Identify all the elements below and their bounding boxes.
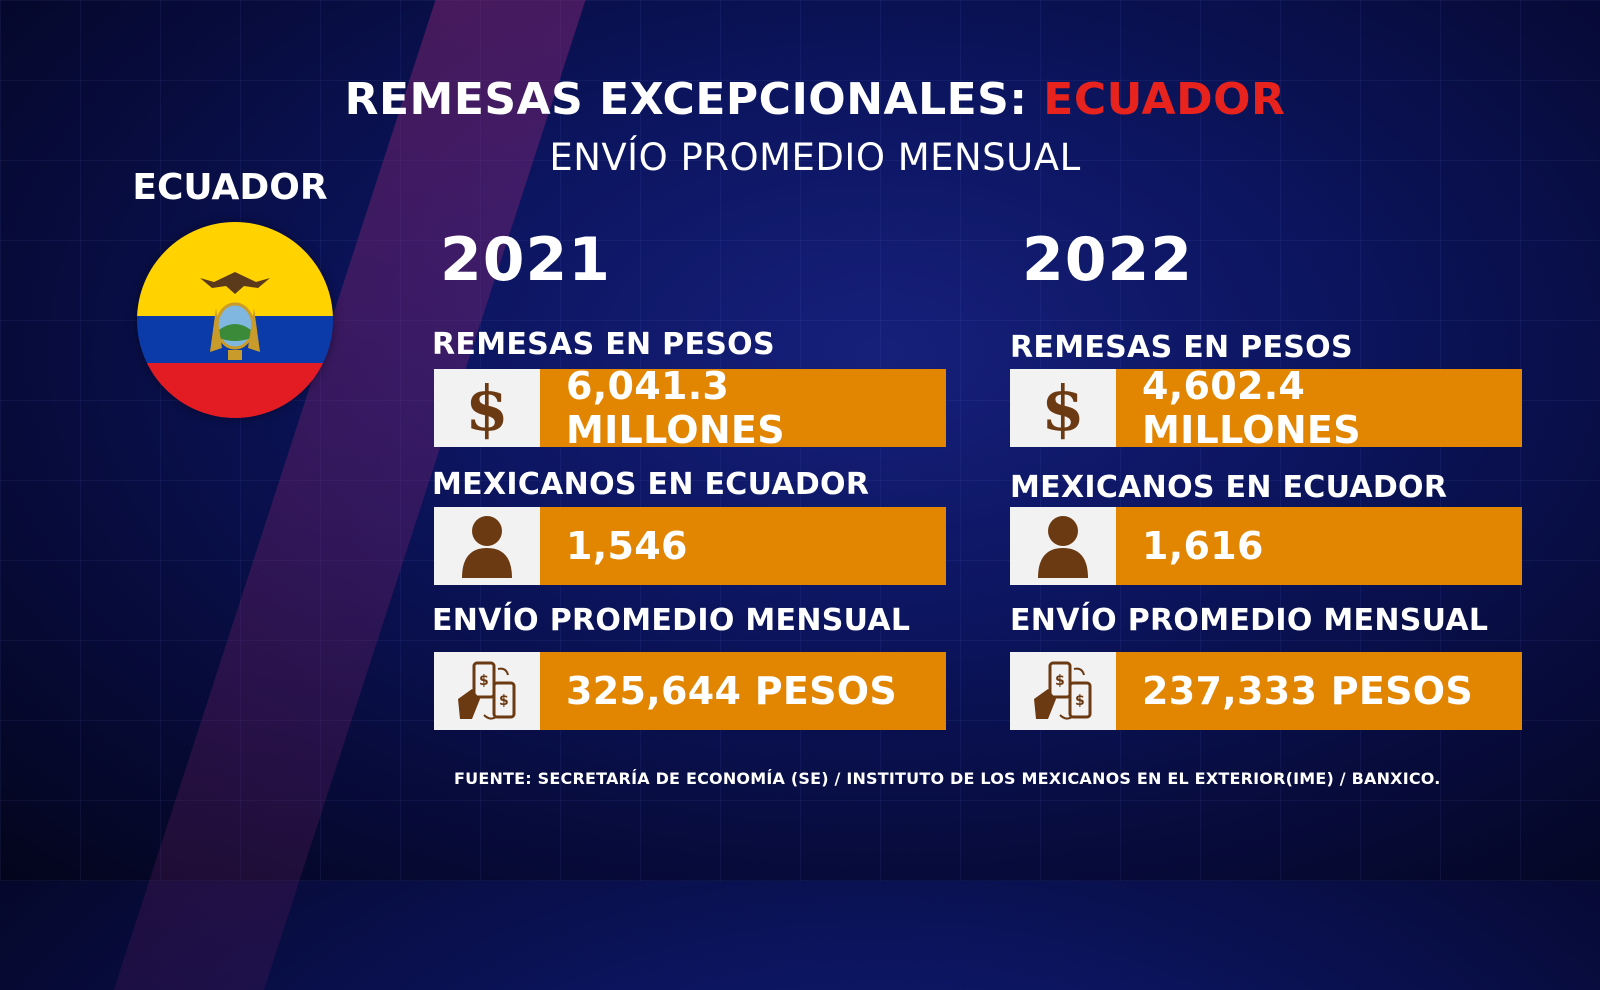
row-remesas-2022: $ 4,602.4 MILLONES	[1010, 364, 1522, 452]
label-mexicanos-2022: MEXICANOS EN ECUADOR	[1010, 470, 1448, 505]
page-title: REMESAS EXCEPCIONALES: ECUADOR	[0, 74, 1600, 125]
source-footnote: FUENTE: SECRETARÍA DE ECONOMÍA (SE) / IN…	[454, 769, 1441, 788]
value-remesas-2022: 4,602.4 MILLONES	[1116, 364, 1522, 452]
label-mexicanos-2021: MEXICANOS EN ECUADOR	[432, 467, 870, 502]
dollar-icon: $	[1010, 369, 1116, 447]
row-mexicanos-2021: 1,546	[434, 507, 946, 585]
value-envio-2021: 325,644 PESOS	[540, 652, 946, 730]
dollar-icon: $	[434, 369, 540, 447]
row-remesas-2021: $ 6,041.3 MILLONES	[434, 364, 946, 452]
row-mexicanos-2022: 1,616	[1010, 507, 1522, 585]
country-label: ECUADOR	[132, 167, 328, 208]
title-accent: ECUADOR	[1043, 74, 1286, 125]
value-mexicanos-2021: 1,546	[540, 507, 946, 585]
value-remesas-2021: 6,041.3 MILLONES	[540, 364, 946, 452]
ecuador-flag	[137, 222, 333, 418]
row-envio-2021: $ $ 325,644 PESOS	[434, 652, 946, 730]
year-2021: 2021	[440, 225, 611, 295]
label-remesas-2022: REMESAS EN PESOS	[1010, 330, 1353, 365]
row-envio-2022: $ $ 237,333 PESOS	[1010, 652, 1522, 730]
title-main: REMESAS EXCEPCIONALES:	[344, 74, 1044, 125]
svg-text:$: $	[499, 693, 509, 709]
page-subtitle: ENVÍO PROMEDIO MENSUAL	[549, 136, 1081, 179]
label-envio-2021: ENVÍO PROMEDIO MENSUAL	[432, 603, 911, 638]
money-transfer-icon: $ $	[434, 652, 540, 730]
svg-text:$: $	[1055, 673, 1065, 689]
money-transfer-icon: $ $	[1010, 652, 1116, 730]
person-icon	[1010, 507, 1116, 585]
label-remesas-2021: REMESAS EN PESOS	[432, 327, 775, 362]
person-icon	[434, 507, 540, 585]
value-envio-2022: 237,333 PESOS	[1116, 652, 1522, 730]
value-mexicanos-2022: 1,616	[1116, 507, 1522, 585]
year-2022: 2022	[1022, 225, 1193, 295]
svg-text:$: $	[1075, 693, 1085, 709]
label-envio-2022: ENVÍO PROMEDIO MENSUAL	[1010, 603, 1489, 638]
svg-text:$: $	[479, 673, 489, 689]
coat-of-arms-icon	[200, 272, 270, 360]
